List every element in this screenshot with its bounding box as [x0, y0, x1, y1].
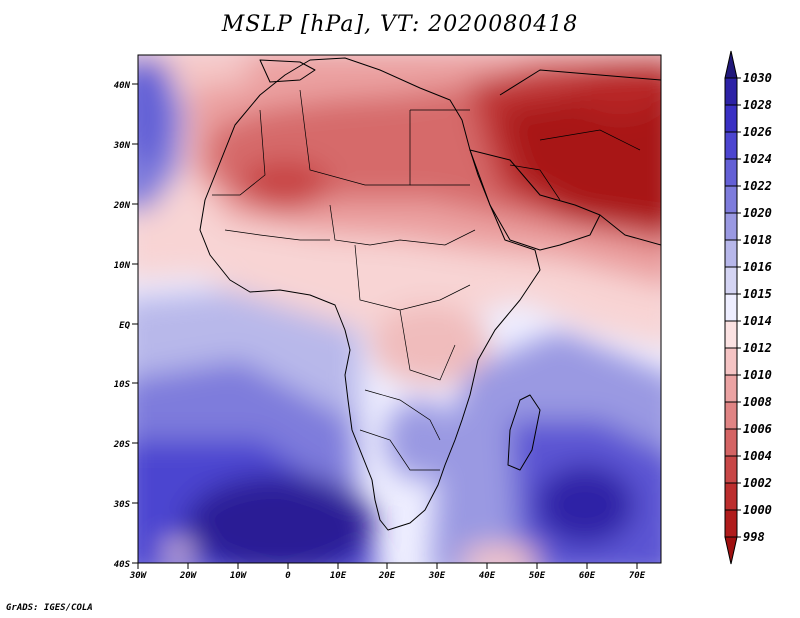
colorbar: 1030 1028 1026 1024 1022 1020 1018 1016 1015 1014… [724, 50, 772, 565]
colorbar-swatch [724, 266, 738, 295]
coastlines [199, 57, 661, 531]
colorbar-swatch [724, 374, 738, 403]
colorbar-label: 1014 [743, 314, 772, 328]
asia-coastline [499, 69, 661, 246]
colorbar-swatch [724, 50, 738, 79]
colorbar-label: 1008 [743, 395, 772, 409]
colorbar-swatch [724, 320, 738, 349]
pressure-field [138, 55, 661, 563]
africa-coastline [199, 57, 541, 531]
madagascar-coastline [507, 394, 541, 471]
colorbar-swatch [724, 131, 738, 160]
lat-label: 20N [113, 201, 131, 211]
map-frame [137, 54, 662, 564]
lon-label: 30E [428, 571, 446, 581]
colorbar-swatch [724, 293, 738, 322]
colorbar-label: 1030 [743, 71, 772, 85]
lon-label: 10W [230, 571, 248, 581]
map-title: MSLP [hPa], VT: 2020080418 [221, 12, 579, 37]
colorbar-swatch [724, 185, 738, 214]
colorbar-label: 1018 [743, 233, 772, 247]
colorbar-swatch [724, 77, 738, 106]
credit-label: GrADS: IGES/COLA [6, 603, 93, 613]
colorbar-swatch [724, 212, 738, 241]
lat-label: 10N [114, 261, 131, 271]
lon-label: 0 [285, 571, 291, 581]
colorbar-label: 1020 [743, 206, 772, 220]
colorbar-label: 1016 [743, 260, 772, 274]
colorbar-swatch [724, 482, 738, 511]
colorbar-swatch [724, 401, 738, 430]
lon-label: 70E [629, 571, 646, 581]
lon-label: 30W [129, 571, 148, 581]
colorbar-label: 1022 [743, 179, 772, 193]
lat-label: 30S [113, 500, 131, 510]
arabia-coastline [469, 149, 601, 251]
lon-label: 20E [378, 571, 396, 581]
colorbar-label: 1012 [743, 341, 772, 355]
lat-label: 10S [114, 380, 131, 390]
lon-label: 50E [529, 571, 546, 581]
colorbar-label: 998 [743, 530, 765, 544]
colorbar-label: 1026 [743, 125, 772, 139]
longitude-axis: 30W 20W 10W 0 10E 20E 30E 40E 50E 60E 70… [129, 563, 646, 581]
colorbar-label: 1006 [743, 422, 772, 436]
lat-label: 20S [113, 440, 131, 450]
colorbar-swatch [724, 158, 738, 187]
lon-label: 10E [330, 571, 347, 581]
colorbar-label: 1000 [743, 503, 772, 517]
colorbar-label: 1024 [743, 152, 772, 166]
colorbar-label: 1004 [743, 449, 772, 463]
latitude-axis: 40N 30N 20N 10N EQ 10S 20S 30S 40S [113, 81, 138, 570]
colorbar-swatch [724, 239, 738, 268]
colorbar-swatch [724, 509, 738, 538]
country-borders [212, 89, 641, 471]
iberia-coastline [259, 59, 316, 83]
colorbar-label: 1028 [743, 98, 772, 112]
colorbar-swatch [724, 455, 738, 484]
lon-label: 40E [479, 571, 496, 581]
lat-label: 40N [114, 81, 131, 91]
colorbar-swatch [724, 428, 738, 457]
colorbar-label: 1015 [743, 287, 772, 301]
colorbar-label: 1010 [743, 368, 772, 382]
lon-label: 20W [179, 571, 198, 581]
lat-label: EQ [119, 321, 130, 331]
colorbar-swatch [724, 347, 738, 376]
colorbar-swatch [724, 536, 738, 565]
colorbar-label: 1002 [743, 476, 772, 490]
lon-label: 60E [579, 571, 596, 581]
lat-label: 40S [114, 560, 131, 570]
colorbar-swatch [724, 104, 738, 133]
lat-label: 30N [113, 141, 131, 151]
